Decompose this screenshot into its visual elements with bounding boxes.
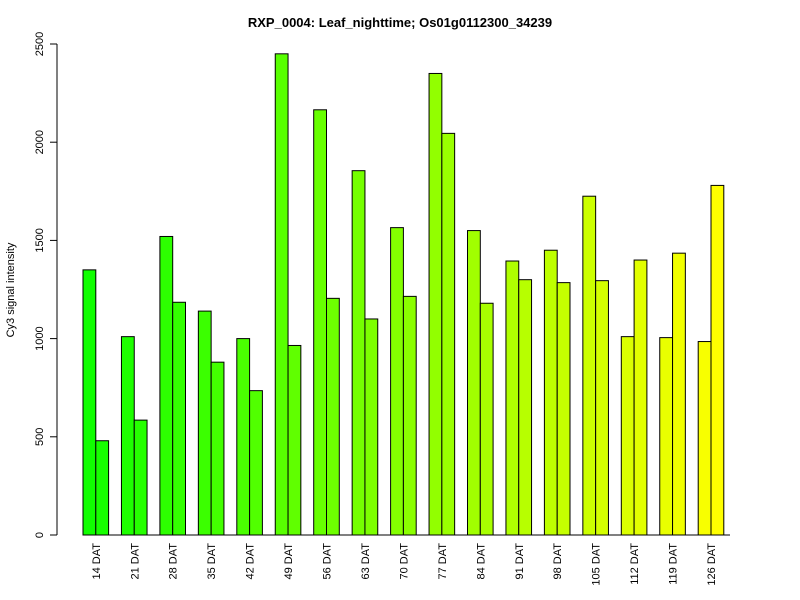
- bar-56-dat-s2: [326, 297, 340, 536]
- bar-112-dat-s1: [620, 336, 635, 536]
- bar-35-dat-s1: [197, 310, 212, 536]
- bar-126-dat-s2: [710, 184, 725, 536]
- x-tick-label: 28 DAT: [168, 543, 180, 580]
- x-tick-label: 91 DAT: [514, 543, 526, 580]
- bar-21-dat-s1: [120, 336, 135, 536]
- x-tick-label: 70 DAT: [398, 543, 410, 580]
- bar-119-dat-s1: [659, 337, 674, 536]
- y-tick-label: 2500: [34, 32, 46, 56]
- bar-56-dat-s1: [313, 109, 328, 536]
- bar-91-dat-s1: [505, 260, 520, 536]
- bar-77-dat-s1: [428, 72, 443, 536]
- x-tick-label: 42 DAT: [245, 543, 257, 580]
- bar-42-dat-s1: [236, 338, 251, 536]
- x-tick-label: 84 DAT: [475, 543, 487, 580]
- bar-28-dat-s1: [159, 235, 174, 536]
- bar-112-dat-s2: [633, 259, 648, 536]
- x-tick-label: 112 DAT: [629, 543, 641, 585]
- x-tick-label: 21 DAT: [129, 543, 141, 580]
- bar-119-dat-s2: [672, 252, 686, 536]
- y-axis: 0 500 1000 1500 2000 2500: [34, 32, 58, 538]
- y-tick-label: 1000: [34, 326, 46, 350]
- bar-70-dat-s1: [390, 227, 404, 536]
- bar-14-dat-s1: [82, 269, 97, 536]
- bar-91-dat-s2: [518, 279, 533, 536]
- bar-84-dat-s1: [467, 230, 481, 536]
- bar-84-dat-s2: [479, 302, 494, 536]
- x-tick-label: 126 DAT: [706, 543, 718, 586]
- y-tick-label: 1500: [34, 228, 46, 252]
- chart-title: RXP_0004: Leaf_nighttime; Os01g0112300_3…: [248, 15, 552, 30]
- bars: [82, 53, 725, 536]
- y-tick-label: 0: [34, 532, 46, 538]
- bar-21-dat-s2: [133, 419, 148, 536]
- x-tick-label: 63 DAT: [360, 543, 372, 580]
- bar-14-dat-s2: [95, 440, 110, 536]
- y-axis-label: Cy3 signal intensity: [5, 242, 17, 337]
- x-tick-label: 119 DAT: [668, 543, 680, 585]
- x-tick-label: 14 DAT: [91, 543, 103, 580]
- y-tick-label: 2000: [34, 130, 46, 154]
- bar-35-dat-s2: [210, 361, 225, 536]
- x-tick-label: 77 DAT: [437, 543, 449, 580]
- bar-105-dat-s1: [582, 195, 597, 536]
- x-axis: 14 DAT 21 DAT 28 DAT 35 DAT 42 DAT 49 DAT 56 D…: [83, 534, 730, 586]
- bar-98-dat-s1: [543, 249, 558, 536]
- x-tick-label: 105 DAT: [591, 543, 603, 586]
- bar-63-dat-s2: [364, 318, 379, 536]
- x-tick-label: 49 DAT: [283, 543, 295, 580]
- bar-126-dat-s1: [697, 341, 712, 536]
- x-tick-label: 56 DAT: [322, 543, 334, 580]
- bar-77-dat-s2: [441, 132, 456, 536]
- bar-105-dat-s2: [595, 280, 609, 536]
- bar-49-dat-s2: [287, 344, 302, 536]
- x-tick-label: 98 DAT: [552, 543, 564, 580]
- bar-70-dat-s2: [402, 295, 417, 536]
- x-tick-label: 35 DAT: [206, 543, 218, 580]
- bar-42-dat-s2: [249, 390, 263, 536]
- bar-49-dat-s1: [274, 53, 289, 536]
- bar-63-dat-s1: [351, 170, 366, 536]
- bar-28-dat-s2: [172, 301, 186, 536]
- bar-98-dat-s2: [556, 282, 571, 536]
- y-tick-label: 500: [34, 428, 46, 446]
